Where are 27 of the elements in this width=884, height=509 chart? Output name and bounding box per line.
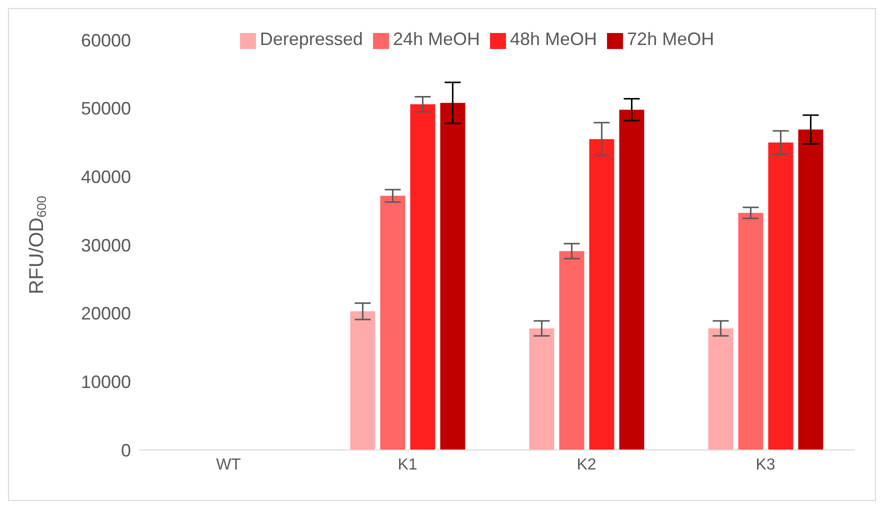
bar [559,251,584,450]
x-tick-label: K3 [756,456,776,474]
bar [768,142,794,450]
legend-label: Derepressed [260,29,363,49]
bar [529,328,554,450]
bar [380,196,406,450]
y-tick-label: 20000 [80,304,131,324]
bar [410,104,436,450]
bar [619,110,644,450]
legend-label: 48h MeOH [510,29,598,49]
bar [798,130,824,450]
bar [589,139,614,450]
y-tick-label: 40000 [80,167,131,188]
bar [350,311,376,450]
x-tick-label: K2 [576,456,596,474]
y-tick-label: 60000 [80,30,131,50]
x-tick-label: K1 [398,456,418,474]
y-tick-label: 30000 [80,235,131,256]
bar [708,328,734,450]
legend-label: 24h MeOH [392,29,480,49]
x-tick-label: WT [216,456,242,474]
legend-label: 72h MeOH [627,29,714,49]
y-tick-label: 0 [120,440,131,460]
bar [738,212,764,450]
y-tick-label: 50000 [80,98,131,119]
bar [440,102,466,450]
y-tick-label: 10000 [80,372,131,392]
